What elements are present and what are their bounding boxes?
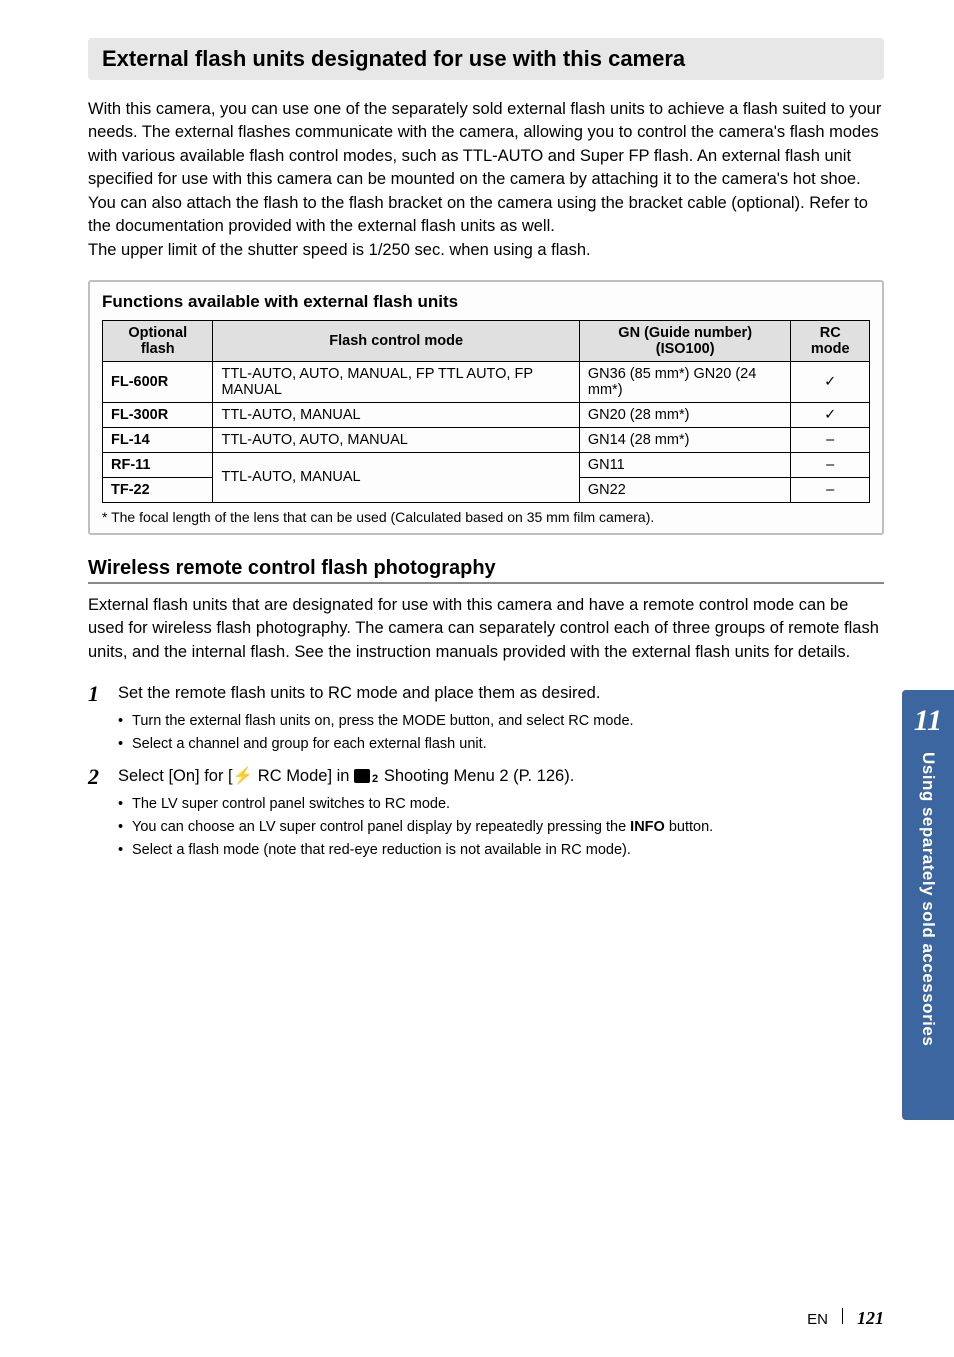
cell-rc: ✓ xyxy=(791,361,870,402)
sub-bullet: You can choose an LV super control panel… xyxy=(118,817,884,838)
cell-flash: FL-600R xyxy=(103,361,213,402)
cell-flash: RF-11 xyxy=(103,452,213,477)
step-sublist: Turn the external flash units on, press … xyxy=(118,711,884,755)
sub-bullet-post: button. xyxy=(665,819,713,835)
table-row: RF-11 TTL-AUTO, MANUAL GN11 – xyxy=(103,452,870,477)
cell-mode: TTL-AUTO, AUTO, MANUAL, FP TTL AUTO, FP … xyxy=(213,361,579,402)
table-header-row: Optional flash Flash control mode GN (Gu… xyxy=(103,320,870,361)
th-flash-control-mode: Flash control mode xyxy=(213,320,579,361)
sub-bullet: The LV super control panel switches to R… xyxy=(118,794,884,815)
intro-paragraph: With this camera, you can use one of the… xyxy=(88,98,884,262)
step-text-rc: RC Mode] in xyxy=(253,767,354,785)
cell-gn: GN36 (85 mm*) GN20 (24 mm*) xyxy=(579,361,791,402)
info-button-label: INFO xyxy=(630,819,665,835)
flash-name: RF-11 xyxy=(111,457,151,473)
flash-table: Optional flash Flash control mode GN (Gu… xyxy=(102,320,870,503)
table-row: FL-600R TTL-AUTO, AUTO, MANUAL, FP TTL A… xyxy=(103,361,870,402)
flash-name: FL-600R xyxy=(111,374,168,390)
flash-icon: ⚡ xyxy=(233,767,254,785)
step-body: Select [On] for [⚡ RC Mode] in Shooting … xyxy=(118,765,884,863)
th-gn-pre: GN (Guide number) xyxy=(618,325,752,341)
section-header: External flash units designated for use … xyxy=(88,38,884,80)
steps-list: 1 Set the remote flash units to RC mode … xyxy=(88,682,884,863)
flash-name: FL-300R xyxy=(111,407,168,423)
sub-bullet: Select a flash mode (note that red-eye r… xyxy=(118,840,884,861)
cell-rc: – xyxy=(791,427,870,452)
step-2: 2 Select [On] for [⚡ RC Mode] in Shootin… xyxy=(88,765,884,863)
camera2-icon xyxy=(354,769,370,783)
intro-line2: The upper limit of the shutter speed is … xyxy=(88,241,591,259)
subsection-header: Wireless remote control flash photograph… xyxy=(88,557,884,584)
step-text: Set the remote flash units to RC mode an… xyxy=(118,684,600,702)
intro-text: With this camera, you can use one of the… xyxy=(88,100,881,235)
subsection-paragraph: External flash units that are designated… xyxy=(88,594,884,664)
flash-name: FL-14 xyxy=(111,432,150,448)
cell-mode: TTL-AUTO, MANUAL xyxy=(213,452,579,502)
th-optional-flash: Optional flash xyxy=(103,320,213,361)
tab-text: Using separately sold accessories xyxy=(918,752,938,1046)
cell-flash: FL-14 xyxy=(103,427,213,452)
footer-lang: EN xyxy=(807,1311,828,1328)
cell-gn: GN11 xyxy=(579,452,791,477)
cell-flash: TF-22 xyxy=(103,477,213,502)
th-gn-post: (ISO100) xyxy=(656,341,715,357)
table-row: FL-14 TTL-AUTO, AUTO, MANUAL GN14 (28 mm… xyxy=(103,427,870,452)
page-footer: EN 121 xyxy=(807,1308,884,1329)
cell-rc: – xyxy=(791,452,870,477)
page: External flash units designated for use … xyxy=(0,0,954,1357)
step-sublist: The LV super control panel switches to R… xyxy=(118,794,884,861)
step-number: 2 xyxy=(88,765,118,789)
side-tab: 11 Using separately sold accessories xyxy=(902,690,954,1120)
th-gn: GN (Guide number) (ISO100) xyxy=(579,320,791,361)
step-1: 1 Set the remote flash units to RC mode … xyxy=(88,682,884,757)
flash-name: TF-22 xyxy=(111,482,150,498)
step-text-pre: Select [On] for [ xyxy=(118,767,233,785)
step-text-post: Shooting Menu 2 (P. 126). xyxy=(379,767,574,785)
cell-gn: GN20 (28 mm*) xyxy=(579,402,791,427)
sub-bullet-pre: You can choose an LV super control panel… xyxy=(132,819,630,835)
footer-divider xyxy=(842,1308,843,1324)
footer-page-number: 121 xyxy=(857,1308,884,1329)
tab-number: 11 xyxy=(914,704,942,738)
cell-rc: – xyxy=(791,477,870,502)
table-row: FL-300R TTL-AUTO, MANUAL GN20 (28 mm*) ✓ xyxy=(103,402,870,427)
cell-mode: TTL-AUTO, MANUAL xyxy=(213,402,579,427)
cell-rc: ✓ xyxy=(791,402,870,427)
cell-gn: GN22 xyxy=(579,477,791,502)
functions-title: Functions available with external flash … xyxy=(102,292,870,312)
cell-flash: FL-300R xyxy=(103,402,213,427)
functions-box: Functions available with external flash … xyxy=(88,280,884,535)
sub-bullet: Turn the external flash units on, press … xyxy=(118,711,884,732)
cell-gn: GN14 (28 mm*) xyxy=(579,427,791,452)
cell-mode: TTL-AUTO, AUTO, MANUAL xyxy=(213,427,579,452)
step-body: Set the remote flash units to RC mode an… xyxy=(118,682,884,757)
table-footnote: * The focal length of the lens that can … xyxy=(102,509,870,525)
step-number: 1 xyxy=(88,682,118,706)
th-rc-mode: RC mode xyxy=(791,320,870,361)
sub-bullet: Select a channel and group for each exte… xyxy=(118,734,884,755)
